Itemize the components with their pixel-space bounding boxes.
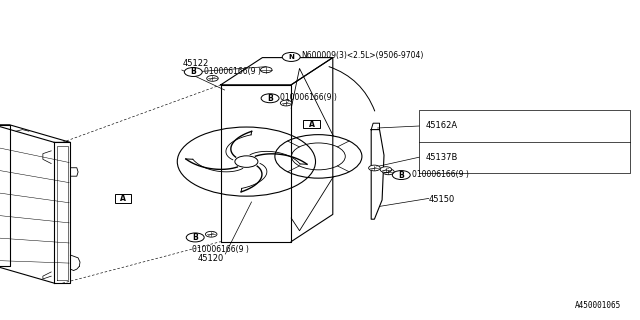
Text: 010006166(9 ): 010006166(9 ) xyxy=(412,170,468,179)
Circle shape xyxy=(380,167,392,172)
Text: B: B xyxy=(191,68,196,76)
Text: 010006166(9 ): 010006166(9 ) xyxy=(204,67,260,76)
Text: 45120: 45120 xyxy=(198,254,225,263)
Bar xyxy=(115,194,131,203)
Text: B: B xyxy=(193,233,198,242)
Bar xyxy=(303,120,320,128)
Circle shape xyxy=(207,76,218,81)
Circle shape xyxy=(261,94,279,103)
Text: 45122: 45122 xyxy=(183,59,209,68)
Text: N600009(3)<2.5L>(9506-9704): N600009(3)<2.5L>(9506-9704) xyxy=(301,51,423,60)
Text: A450001065: A450001065 xyxy=(575,301,621,310)
Text: A: A xyxy=(120,194,126,203)
Circle shape xyxy=(186,233,204,242)
Text: 45137B: 45137B xyxy=(426,153,458,162)
Text: 010006166(9 ): 010006166(9 ) xyxy=(192,245,249,254)
Circle shape xyxy=(205,231,217,237)
Circle shape xyxy=(369,165,380,171)
Circle shape xyxy=(282,52,300,61)
Text: 45162A: 45162A xyxy=(426,122,458,131)
Circle shape xyxy=(383,169,394,175)
Circle shape xyxy=(392,171,410,180)
Text: B: B xyxy=(399,171,404,180)
Circle shape xyxy=(184,68,202,76)
Text: A: A xyxy=(308,120,315,129)
Text: 010006166(9 ): 010006166(9 ) xyxy=(280,93,337,102)
Circle shape xyxy=(280,100,292,106)
Text: B: B xyxy=(268,94,273,103)
Text: 45150: 45150 xyxy=(429,196,455,204)
Text: N: N xyxy=(288,54,294,60)
